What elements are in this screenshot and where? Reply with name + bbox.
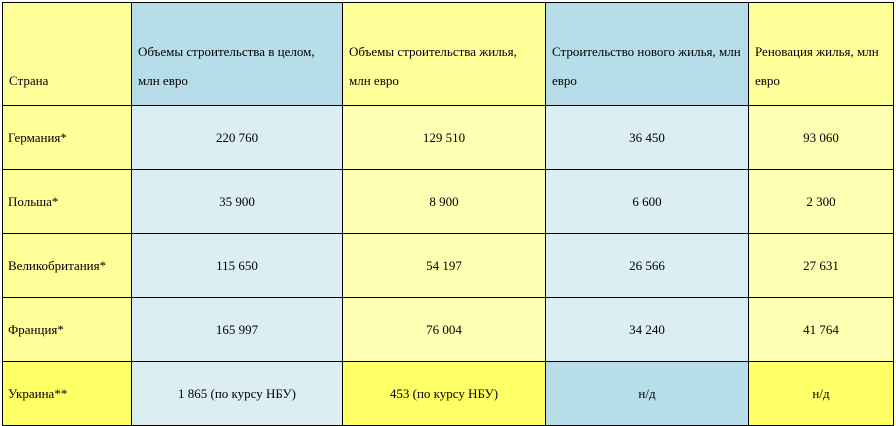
value-cell: 34 240 xyxy=(545,297,749,362)
table-body: Германия* 220 760 129 510 36 450 93 060 Польш… xyxy=(2,105,894,426)
value-cell: н/д xyxy=(748,361,894,426)
value-cell: 220 760 xyxy=(131,105,343,170)
country-cell: Украина** xyxy=(2,361,132,426)
header-cell: Реновация жилья, млн евро xyxy=(748,2,894,106)
header-cell: Строительство нового жилья, млн евро xyxy=(545,2,749,106)
header-row: Страна Объемы строительства в целом, млн … xyxy=(2,2,894,106)
value-cell: 8 900 xyxy=(342,169,546,234)
value-cell: 6 600 xyxy=(545,169,749,234)
value-cell: 453 (по курсу НБУ) xyxy=(342,361,546,426)
value-cell: 129 510 xyxy=(342,105,546,170)
value-cell: 26 566 xyxy=(545,233,749,298)
table-row: Великобритания* 115 650 54 197 26 566 27 631 xyxy=(2,233,894,298)
table-row: Франция* 165 997 76 004 34 240 41 764 xyxy=(2,297,894,362)
country-cell: Германия* xyxy=(2,105,132,170)
value-cell: 36 450 xyxy=(545,105,749,170)
value-cell: 27 631 xyxy=(748,233,894,298)
value-cell: 1 865 (по курсу НБУ) xyxy=(131,361,343,426)
country-cell: Польша* xyxy=(2,169,132,234)
value-cell: 165 997 xyxy=(131,297,343,362)
table-header: Страна Объемы строительства в целом, млн … xyxy=(2,2,894,106)
header-cell: Страна xyxy=(2,2,132,106)
value-cell: н/д xyxy=(545,361,749,426)
value-cell: 35 900 xyxy=(131,169,343,234)
value-cell: 115 650 xyxy=(131,233,343,298)
table-row: Германия* 220 760 129 510 36 450 93 060 xyxy=(2,105,894,170)
header-cell: Объемы строительства в целом, млн евро xyxy=(131,2,343,106)
table-row: Украина** 1 865 (по курсу НБУ) 453 (по кур… xyxy=(2,361,894,426)
value-cell: 41 764 xyxy=(748,297,894,362)
country-cell: Франция* xyxy=(2,297,132,362)
value-cell: 93 060 xyxy=(748,105,894,170)
value-cell: 2 300 xyxy=(748,169,894,234)
table-row: Польша* 35 900 8 900 6 600 2 300 xyxy=(2,169,894,234)
country-cell: Великобритания* xyxy=(2,233,132,298)
header-cell: Объемы строительства жилья, млн евро xyxy=(342,2,546,106)
value-cell: 54 197 xyxy=(342,233,546,298)
value-cell: 76 004 xyxy=(342,297,546,362)
